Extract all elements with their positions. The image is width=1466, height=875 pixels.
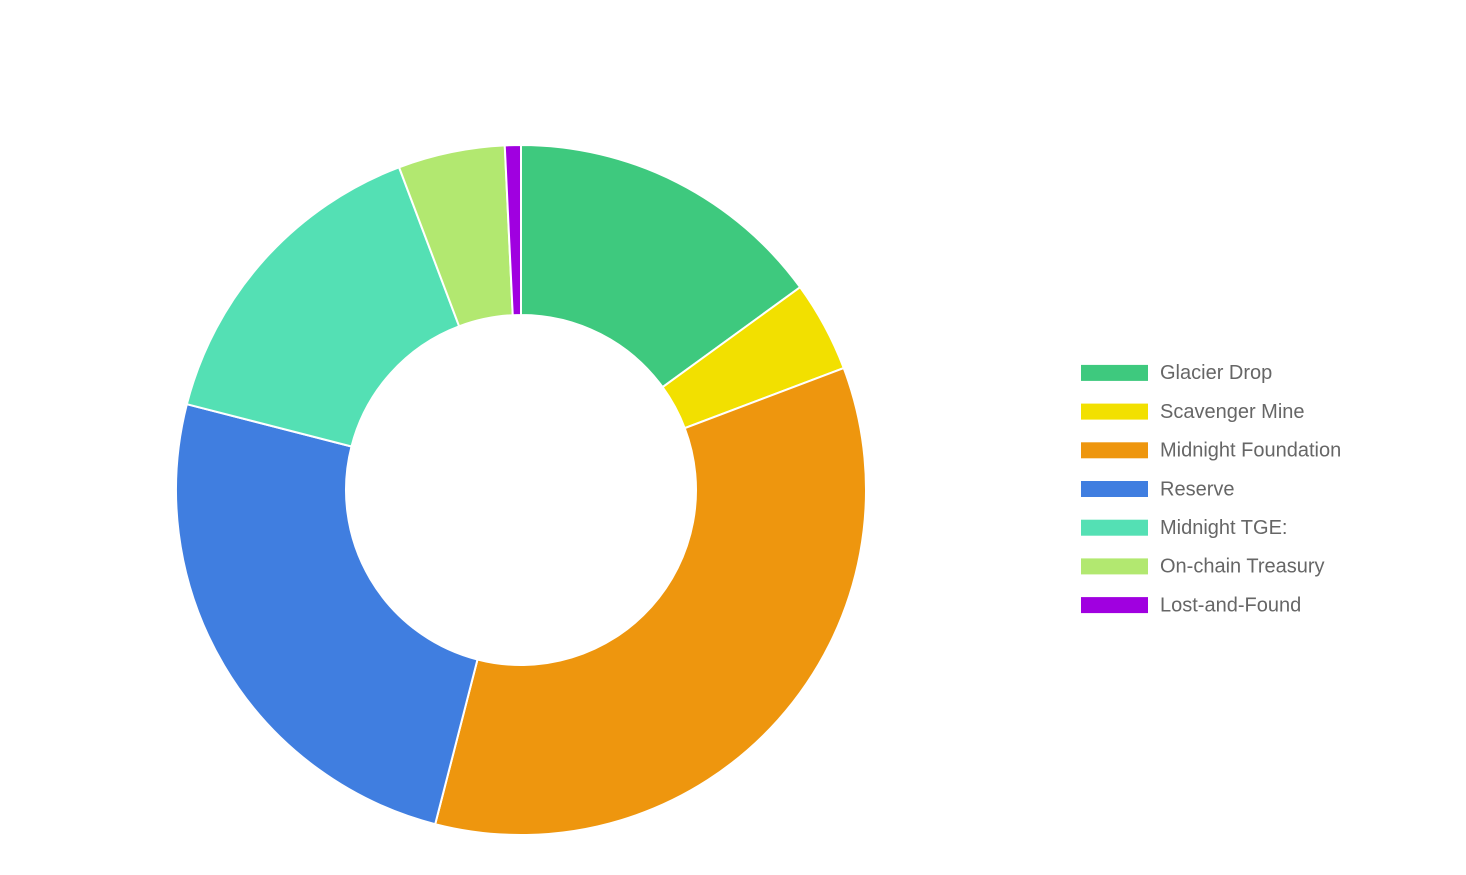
legend-label[interactable]: Scavenger Mine: [1160, 401, 1305, 423]
donut-slice[interactable]: [175, 402, 479, 826]
legend-label[interactable]: Midnight TGE:: [1160, 517, 1287, 539]
legend-swatch[interactable]: [1081, 364, 1148, 381]
legend-label[interactable]: Reserve: [1160, 478, 1234, 500]
legend-swatch[interactable]: [1081, 403, 1148, 420]
donut-slice[interactable]: [520, 143, 802, 389]
legend-swatch[interactable]: [1081, 558, 1148, 575]
legend-label[interactable]: On-chain Treasury: [1160, 556, 1325, 578]
legend-label[interactable]: Lost-and-Found: [1160, 594, 1301, 616]
legend-swatch[interactable]: [1081, 481, 1148, 497]
legend-label[interactable]: Midnight Foundation: [1160, 440, 1341, 462]
donut-slice[interactable]: [503, 143, 522, 317]
legend-label[interactable]: Glacier Drop: [1160, 362, 1272, 384]
donut-slice[interactable]: [185, 165, 461, 448]
legend-swatch[interactable]: [1081, 442, 1148, 459]
donut-slice[interactable]: [433, 366, 867, 836]
legend-swatch[interactable]: [1081, 519, 1148, 536]
legend-swatch[interactable]: [1081, 597, 1148, 614]
